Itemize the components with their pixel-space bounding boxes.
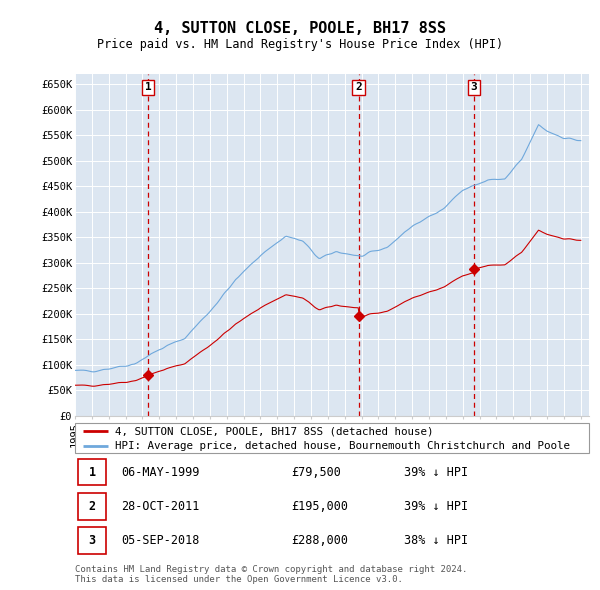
Bar <box>78 458 106 486</box>
Text: £195,000: £195,000 <box>291 500 348 513</box>
Text: £79,500: £79,500 <box>291 466 341 478</box>
Text: 1: 1 <box>89 466 96 478</box>
Text: HPI: Average price, detached house, Bournemouth Christchurch and Poole: HPI: Average price, detached house, Bour… <box>115 441 570 451</box>
Text: 3: 3 <box>89 534 96 547</box>
Text: 38% ↓ HPI: 38% ↓ HPI <box>404 534 468 547</box>
Text: 39% ↓ HPI: 39% ↓ HPI <box>404 466 468 478</box>
Text: Price paid vs. HM Land Registry's House Price Index (HPI): Price paid vs. HM Land Registry's House … <box>97 38 503 51</box>
Text: 06-MAY-1999: 06-MAY-1999 <box>121 466 200 478</box>
Text: 4, SUTTON CLOSE, POOLE, BH17 8SS: 4, SUTTON CLOSE, POOLE, BH17 8SS <box>154 21 446 35</box>
Bar <box>78 493 106 520</box>
Text: 1: 1 <box>145 82 152 92</box>
Text: 39% ↓ HPI: 39% ↓ HPI <box>404 500 468 513</box>
Bar <box>78 527 106 554</box>
Text: 3: 3 <box>470 82 478 92</box>
Text: 2: 2 <box>355 82 362 92</box>
Text: 4, SUTTON CLOSE, POOLE, BH17 8SS (detached house): 4, SUTTON CLOSE, POOLE, BH17 8SS (detach… <box>115 426 434 436</box>
Text: 2: 2 <box>89 500 96 513</box>
Text: 28-OCT-2011: 28-OCT-2011 <box>121 500 200 513</box>
Text: Contains HM Land Registry data © Crown copyright and database right 2024.
This d: Contains HM Land Registry data © Crown c… <box>75 565 467 584</box>
Text: £288,000: £288,000 <box>291 534 348 547</box>
Text: 05-SEP-2018: 05-SEP-2018 <box>121 534 200 547</box>
